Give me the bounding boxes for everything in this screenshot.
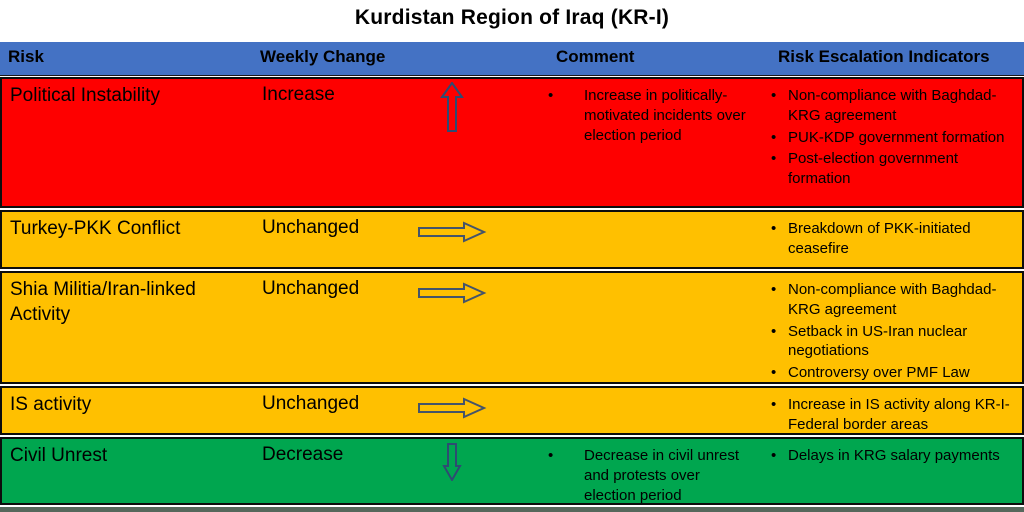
column-header-risk: Risk <box>8 47 44 66</box>
indicator-list: Delays in KRG salary payments <box>768 446 1016 468</box>
right-arrow-icon <box>407 220 497 244</box>
bottom-edge-strip <box>0 507 1024 512</box>
column-header-risk-escalation-indicators: Risk Escalation Indicators <box>778 47 990 66</box>
table-row-political-instability: Political Instability Increase Increase … <box>0 77 1024 208</box>
table-row-turkey-pkk-conflict: Turkey-PKK Conflict Unchanged Breakdown … <box>0 210 1024 269</box>
column-header-weekly-change: Weekly Change <box>260 47 386 66</box>
risk-name: Turkey-PKK Conflict <box>10 218 181 239</box>
table-row-shia-militia-iran-linked-activity: Shia Militia/Iran-linked Activity Unchan… <box>0 271 1024 384</box>
indicator-list: Increase in IS activity along KR-I-Feder… <box>768 395 1016 437</box>
indicator-item: Delays in KRG salary payments <box>768 446 1016 466</box>
comment-list: Decrease in civil unrest and protests ov… <box>542 446 747 507</box>
risk-name: Civil Unrest <box>10 445 108 466</box>
table-header-row: Risk Weekly Change Comment Risk Escalati… <box>0 42 1024 76</box>
risk-name: Shia Militia/Iran-linked Activity <box>10 279 196 325</box>
indicator-list: Non-compliance with Baghdad-KRG agreemen… <box>768 86 1016 191</box>
indicator-item: Breakdown of PKK-initiated ceasefire <box>768 219 1016 259</box>
indicator-item: Increase in IS activity along KR-I-Feder… <box>768 395 1016 435</box>
indicator-item: PUK-KDP government formation <box>768 128 1016 148</box>
indicator-item: Controversy over PMF Law <box>768 363 1016 383</box>
indicator-item: Post-election government formation <box>768 149 1016 189</box>
weekly-change-value: Unchanged <box>262 278 360 299</box>
risk-name: IS activity <box>10 394 92 415</box>
page-title: Kurdistan Region of Iraq (KR-I) <box>354 6 670 29</box>
column-header-comment: Comment <box>556 47 635 66</box>
right-arrow-icon <box>407 281 497 305</box>
comment-item: Increase in politically-motivated incide… <box>542 86 747 145</box>
comment-list: Increase in politically-motivated incide… <box>542 86 747 147</box>
weekly-change-value: Unchanged <box>262 393 360 414</box>
up-arrow-icon <box>407 82 497 132</box>
indicator-list: Non-compliance with Baghdad-KRG agreemen… <box>768 280 1016 385</box>
table-row-civil-unrest: Civil Unrest Decrease Decrease in civil … <box>0 437 1024 505</box>
comment-item: Decrease in civil unrest and protests ov… <box>542 446 747 505</box>
weekly-change-value: Unchanged <box>262 217 360 238</box>
right-arrow-icon <box>407 396 497 420</box>
weekly-change-value: Decrease <box>262 444 344 465</box>
indicator-list: Breakdown of PKK-initiated ceasefire <box>768 219 1016 261</box>
indicator-item: Non-compliance with Baghdad-KRG agreemen… <box>768 86 1016 126</box>
down-arrow-icon <box>407 443 497 481</box>
weekly-change-value: Increase <box>262 84 335 105</box>
indicator-item: Non-compliance with Baghdad-KRG agreemen… <box>768 280 1016 320</box>
risk-name: Political Instability <box>10 85 160 106</box>
indicator-item: Setback in US-Iran nuclear negotiations <box>768 322 1016 362</box>
table-row-is-activity: IS activity Unchanged Increase in IS act… <box>0 386 1024 435</box>
